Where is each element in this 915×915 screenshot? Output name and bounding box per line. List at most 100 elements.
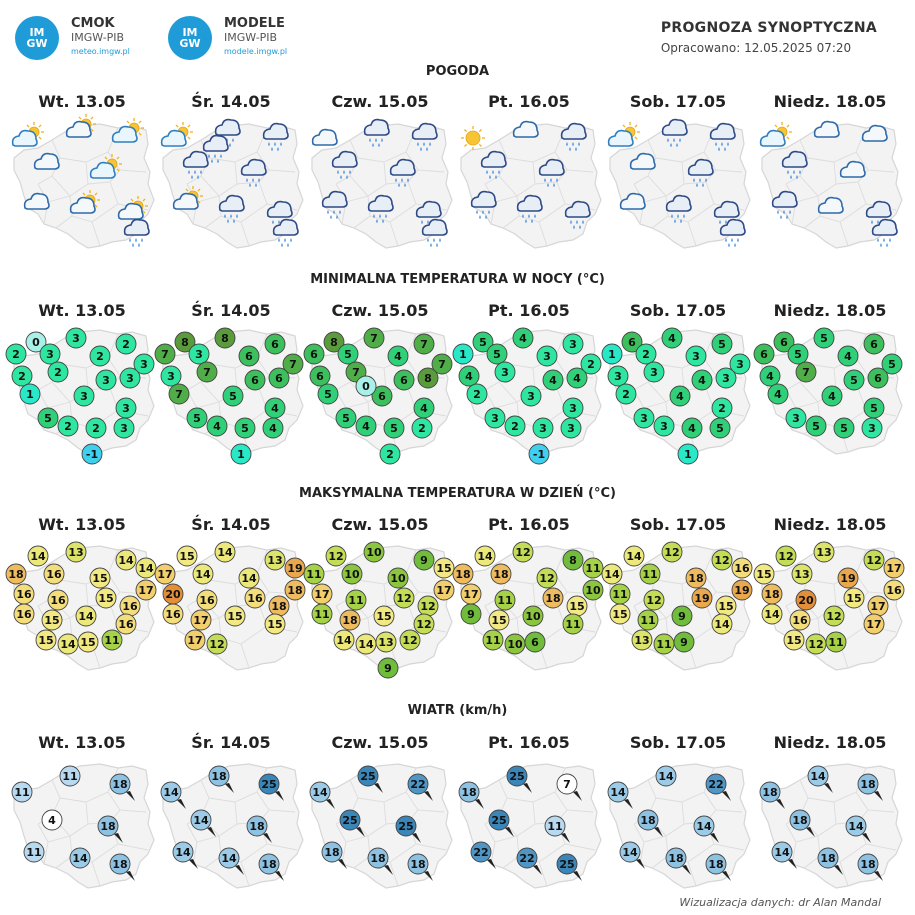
wind-marker: 14 — [172, 841, 198, 869]
wind-marker: 22 — [516, 847, 542, 875]
tmax-marker: 14 — [135, 557, 157, 579]
value-label: 18 — [211, 770, 226, 783]
wind-map-panel[interactable]: 14 25 22 25 25 18 18 18 — [306, 758, 454, 893]
tmin-marker: 7 — [431, 353, 453, 375]
wind-marker: 7 — [556, 773, 582, 801]
tmax-marker: 15 — [433, 557, 455, 579]
value-label: 16 — [199, 594, 215, 607]
weather-map-panel[interactable] — [157, 118, 305, 253]
value-label: 5 — [193, 412, 201, 425]
value-label: 17 — [157, 568, 172, 581]
value-label: 18 — [762, 786, 777, 799]
value-label: 8 — [569, 554, 577, 567]
section-title-tmax: MAKSYMALNA TEMPERATURA W DZIEŃ (°C) — [299, 486, 616, 501]
tmin-marker: 4 — [767, 383, 789, 405]
logo-url[interactable]: modele.imgw.pl — [224, 47, 288, 56]
logo-url[interactable]: meteo.imgw.pl — [71, 47, 130, 56]
cloud-rain-icon — [709, 122, 736, 151]
sun-icon — [461, 126, 485, 150]
logo-sub: IMGW-PIB — [224, 31, 278, 44]
value-label: 15 — [267, 618, 282, 631]
tmin-marker: 3 — [95, 369, 117, 391]
value-label: 5 — [812, 420, 820, 433]
wind-map-panel[interactable]: 14 18 25 14 18 14 14 18 — [157, 758, 305, 893]
value-label: 11 — [104, 634, 119, 647]
value-label: 11 — [497, 594, 512, 607]
tmax-marker: 11 — [582, 557, 604, 579]
value-label: 17 — [314, 588, 329, 601]
forecast-date: Opracowano: 12.05.2025 07:20 — [660, 41, 852, 55]
weather-map-panel[interactable] — [455, 118, 603, 253]
value-label: 7 — [289, 358, 297, 371]
value-label: 2 — [386, 448, 394, 461]
tmax-marker: 12 — [536, 567, 558, 589]
value-label: 18 — [640, 814, 655, 827]
tmin-marker: 3 — [562, 333, 584, 355]
cloud-rain-icon — [415, 200, 442, 229]
value-label: 15 — [491, 614, 506, 627]
tmin-marker: 5 — [787, 343, 809, 365]
tmax-marker: 12 — [863, 549, 885, 571]
value-label: 3 — [660, 420, 668, 433]
wind-marker: 18 — [637, 809, 663, 837]
value-label: 14 — [622, 846, 638, 859]
day-label: Czw. 15.05 — [331, 733, 429, 752]
wind-marker: 18 — [789, 809, 815, 837]
day-label: Niedz. 18.05 — [773, 733, 887, 752]
weather-map-panel[interactable] — [756, 118, 904, 253]
value-label: 2 — [473, 388, 481, 401]
value-label: 14 — [336, 634, 352, 647]
tmax-marker: 17 — [135, 579, 157, 601]
cloud-rain-icon — [363, 118, 390, 147]
value-label: 5 — [390, 422, 398, 435]
value-label: 9 — [384, 662, 392, 675]
value-label: 15 — [436, 562, 451, 575]
tmax-marker: 20 — [795, 589, 817, 611]
section-title-wind: WIATR (km/h) — [407, 703, 508, 718]
cloud-rain-icon — [331, 150, 358, 179]
value-label: 17 — [886, 562, 901, 575]
weather-map-panel[interactable] — [8, 114, 156, 253]
wind-map-panel[interactable]: 14 14 22 18 14 14 18 18 — [604, 758, 752, 893]
weather-map-panel[interactable] — [306, 118, 454, 253]
weather-map-panel[interactable] — [604, 118, 752, 253]
tmax-marker: 14 — [711, 613, 733, 635]
value-label: 25 — [559, 858, 574, 871]
tmax-marker: 18 — [685, 567, 707, 589]
wind-map-panel[interactable]: 18 14 18 18 14 14 18 18 — [756, 758, 904, 893]
tmin-marker: 2 — [57, 415, 79, 437]
cloud-icon — [813, 120, 840, 138]
tmax-marker: 10 — [582, 579, 604, 601]
value-label: 5 — [229, 390, 237, 403]
wind-map-panel[interactable]: 18 25 7 25 11 22 22 25 — [455, 758, 603, 893]
tmin-marker: 6 — [867, 367, 889, 389]
tmin-marker: 3 — [484, 407, 506, 429]
logo-cmok[interactable]: IM GW CMOK IMGW-PIB meteo.imgw.pl — [15, 16, 130, 60]
tmax-marker: 11 — [637, 609, 659, 631]
value-label: 19 — [694, 592, 709, 605]
tmax-marker: 9 — [671, 605, 693, 627]
day-label: Niedz. 18.05 — [773, 515, 887, 534]
wind-map-panel[interactable]: 11 11 18 4 18 11 14 18 — [8, 758, 156, 893]
forecast-title: PROGNOZA SYNOPTYCZNA — [660, 20, 877, 36]
wind-marker: 18 — [857, 853, 883, 881]
tmax-marker: 12 — [413, 613, 435, 635]
tmin-marker: 1 — [677, 443, 699, 465]
value-label: 4 — [420, 402, 428, 415]
wind-marker: 18 — [367, 847, 393, 875]
logo-modele[interactable]: IM GW MODELE IMGW-PIB modele.imgw.pl — [168, 16, 287, 60]
section-title-tmin: MINIMALNA TEMPERATURA W NOCY (°C) — [310, 272, 605, 287]
value-label: 18 — [668, 852, 683, 865]
